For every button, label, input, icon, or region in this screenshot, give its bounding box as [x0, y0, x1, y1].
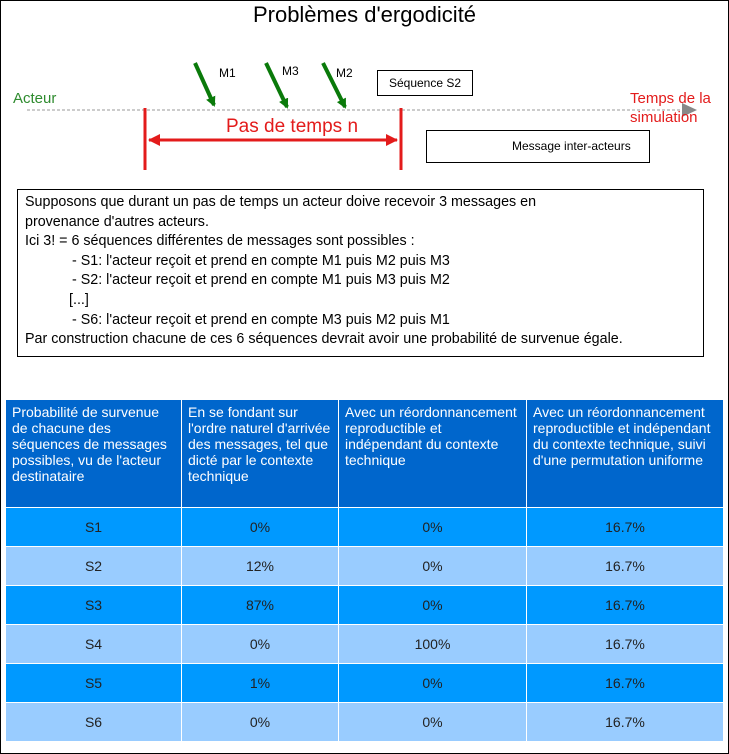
table-row: S2 12% 0% 16.7%: [5, 546, 724, 586]
table-cell: 16.7%: [526, 507, 724, 547]
explanation-conclusion: Par construction chacune de ces 6 séquen…: [25, 331, 623, 348]
message-arrow-m2: [321, 62, 347, 109]
ellipsis: [...]: [69, 291, 89, 308]
sequence-item: - S2: l'acteur reçoit et prend en compte…: [72, 272, 450, 289]
table-row: S6 0% 0% 16.7%: [5, 702, 724, 742]
header-cell: Avec un réordonnancement reproductible e…: [338, 399, 527, 508]
table-cell: 0%: [338, 585, 527, 625]
table-cell: S1: [5, 507, 182, 547]
message-label-m2: M2: [336, 66, 353, 80]
table-cell: 87%: [181, 585, 339, 625]
table-cell: S2: [5, 546, 182, 586]
table-row: S1 0% 0% 16.7%: [5, 507, 724, 547]
message-label-m1: M1: [219, 66, 236, 80]
message-label-m3: M3: [282, 64, 299, 78]
probability-table: Probabilité de survenue de chacune des s…: [5, 399, 724, 742]
message-arrow-m3: [264, 62, 289, 109]
table-cell: S6: [5, 702, 182, 742]
table-cell: 12%: [181, 546, 339, 586]
table-cell: 16.7%: [526, 585, 724, 625]
explanation-box: Supposons que durant un pas de temps un …: [17, 189, 704, 357]
table-cell: 0%: [181, 702, 339, 742]
table-cell: 16.7%: [526, 624, 724, 664]
table-cell: 0%: [338, 507, 527, 547]
table-cell: S5: [5, 663, 182, 703]
table-header-row: Probabilité de survenue de chacune des s…: [5, 399, 724, 508]
sequence-label: Séquence S2: [377, 70, 473, 96]
header-cell: En se fondant sur l'ordre naturel d'arri…: [181, 399, 339, 508]
table-cell: 16.7%: [526, 702, 724, 742]
header-cell: Avec un réordonnancement reproductible e…: [526, 399, 724, 508]
table-cell: 1%: [181, 663, 339, 703]
table-row: S3 87% 0% 16.7%: [5, 585, 724, 625]
header-cell: Probabilité de survenue de chacune des s…: [5, 399, 182, 508]
time-axis-arrowhead: [682, 103, 697, 117]
explanation-line: Supposons que durant un pas de temps un …: [25, 194, 537, 210]
page-title: Problèmes d'ergodicité: [252, 2, 477, 27]
legend-box: Message inter-acteurs: [426, 130, 650, 163]
explanation-line: Ici 3! = 6 séquences différentes de mess…: [25, 233, 415, 250]
table-row: S4 0% 100% 16.7%: [5, 624, 724, 664]
table-cell: 0%: [338, 546, 527, 586]
timestep-label: Pas de temps n: [226, 116, 359, 137]
time-label: Temps de la simulation: [630, 90, 711, 126]
table-cell: 16.7%: [526, 663, 724, 703]
table-cell: 0%: [181, 507, 339, 547]
table-cell: 16.7%: [526, 546, 724, 586]
actor-label: Acteur: [13, 90, 57, 107]
message-arrow-m1: [193, 62, 216, 107]
explanation-line: provenance d'autres acteurs.: [25, 213, 209, 230]
timeline-diagram: [27, 62, 697, 170]
table-cell: 0%: [338, 663, 527, 703]
table-cell: 0%: [181, 624, 339, 664]
table-cell: S4: [5, 624, 182, 664]
legend-label: Message inter-acteurs: [512, 139, 631, 153]
table-row: S5 1% 0% 16.7%: [5, 663, 724, 703]
table-cell: 0%: [338, 702, 527, 742]
table-cell: S3: [5, 585, 182, 625]
sequence-item: - S1: l'acteur reçoit et prend en compte…: [72, 252, 450, 269]
table-cell: 100%: [338, 624, 527, 664]
sequence-item: - S6: l'acteur reçoit et prend en compte…: [72, 311, 450, 328]
